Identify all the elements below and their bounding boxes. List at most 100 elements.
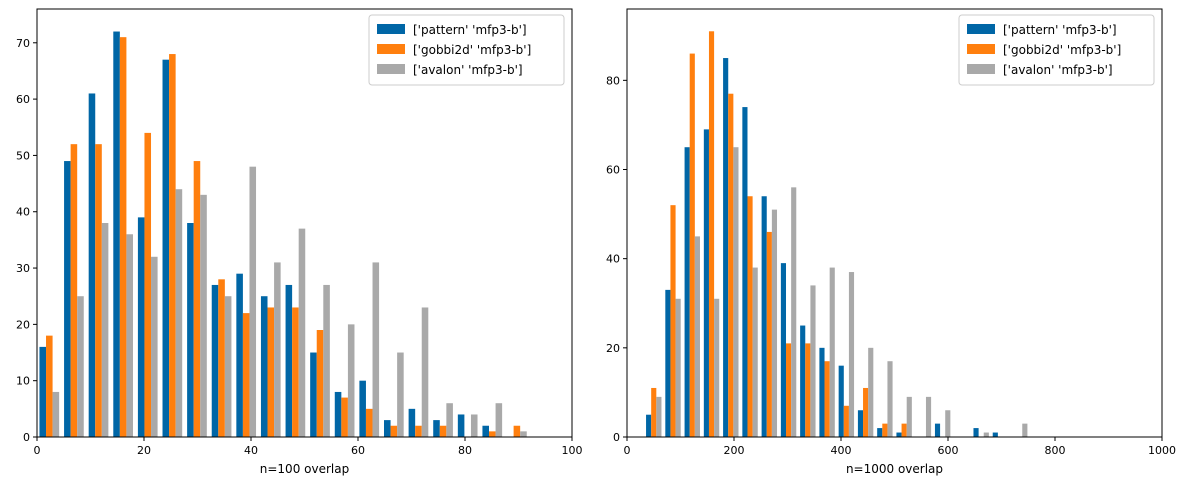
left-y-tick-label: 70 [16,37,30,50]
right-bar-series2-bin11 [868,347,874,437]
left-y-tick-label: 0 [23,431,30,444]
right-bar-series1-bin6 [766,231,772,437]
right-legend-label-1: ['gobbi2d' 'mfp3-b'] [1003,43,1121,57]
left-legend-swatch-0 [377,24,405,34]
right-bar-series1-bin7 [786,343,792,438]
left-bar-series0-bin11 [310,352,317,437]
left-x-axis-ticks: 0 20 40 60 80 100 [34,437,583,457]
left-legend-swatch-1 [377,44,405,54]
right-x-tick-label: 800 [1045,444,1066,457]
right-bar-series1-bin8 [805,343,811,438]
right-y-tick-label: 0 [613,431,620,444]
right-bar-series0-bin13 [896,432,902,437]
right-bar-series0-bin7 [780,263,787,438]
left-bar-series1-bin6 [193,161,201,438]
left-x-tick-label: 40 [244,444,258,457]
left-bar-series2-bin12 [347,324,355,437]
right-x-tick-label: 200 [724,444,745,457]
right-bar-series1-bin9 [824,361,830,437]
left-bar-series1-bin9 [267,307,275,437]
left-bar-series0-bin16 [433,420,440,437]
left-x-tick-label: 100 [562,444,583,457]
right-x-tick-label: 600 [938,444,959,457]
left-x-tick-label: 20 [137,444,151,457]
left-bar-series0-bin10 [285,284,293,437]
left-bar-series0-bin5 [162,59,170,438]
left-bar-series2-bin16 [446,403,453,437]
left-bar-series1-bin10 [292,307,299,437]
right-bar-series2-bin15 [945,410,951,437]
right-bar-series2-bin0 [656,396,662,438]
right-bar-series0-bin9 [819,347,825,437]
right-bar-series0-bin18 [992,432,998,437]
left-legend: ['pattern' 'mfp3-b'] ['gobbi2d' 'mfp3-b']… [368,14,565,86]
left-bar-series1-bin1 [70,144,78,437]
right-bar-series2-bin3 [714,298,720,437]
left-bar-series2-bin13 [372,262,380,437]
left-bar-series0-bin8 [236,273,243,437]
left-legend-swatch-2 [377,64,405,74]
right-bar-series0-bin4 [723,58,729,437]
right-bar-series1-bin1 [670,205,676,437]
right-bar-series1-bin13 [901,423,907,438]
left-y-tick-label: 40 [16,206,30,219]
left-bar-series1-bin12 [341,397,348,437]
left-y-axis-ticks: 0 10 20 30 40 50 60 70 [16,37,37,444]
right-x-axis-ticks: 0 200 400 600 800 1000 [624,437,1176,457]
left-legend-label-1: ['gobbi2d' 'mfp3-b'] [413,43,531,57]
right-bar-series0-bin8 [800,325,806,437]
right-bar-series1-bin11 [863,387,869,437]
right-bar-series0-bin11 [857,410,864,437]
right-bar-series0-bin3 [703,129,709,438]
left-x-tick-label: 60 [351,444,365,457]
right-legend-swatch-0 [967,24,995,34]
left-x-axis-label: n=100 overlap [260,462,349,476]
left-bar-series1-bin4 [144,132,152,437]
left-y-tick-label: 50 [16,149,30,162]
right-bar-series2-bin19 [1022,423,1028,438]
left-bar-series1-bin14 [390,425,398,437]
left-bar-series1-bin19 [513,425,521,437]
left-bar-series2-bin9 [274,262,281,437]
right-legend-swatch-2 [967,64,995,74]
right-bar-series0-bin6 [761,196,767,437]
left-bar-series2-bin2 [101,223,109,437]
left-x-tick-label: 80 [458,444,472,457]
left-bar-series2-bin6 [200,194,207,437]
right-bar-series2-bin8 [810,285,816,437]
left-bar-series0-bin7 [211,284,219,437]
left-bar-series1-bin13 [365,408,373,437]
right-bar-series2-bin12 [887,361,893,437]
left-bar-series0-bin1 [64,161,71,438]
left-bar-series1-bin3 [119,37,127,437]
right-bar-series2-bin4 [733,147,739,437]
left-bar-series1-bin5 [169,54,176,438]
right-bars [646,31,1028,438]
right-legend: ['pattern' 'mfp3-b'] ['gobbi2d' 'mfp3-b']… [958,14,1155,86]
right-y-tick-label: 60 [606,164,620,177]
left-bar-series2-bin18 [495,403,503,437]
right-bar-series2-bin10 [848,272,855,437]
left-bar-series2-bin0 [52,391,60,437]
left-bar-series1-bin7 [218,279,225,437]
left-y-tick-label: 10 [16,375,30,388]
left-bar-series0-bin14 [384,420,391,437]
right-bar-series0-bin1 [665,289,671,438]
right-y-tick-label: 80 [606,74,620,87]
right-bar-series1-bin10 [843,405,849,437]
right-bar-series2-bin6 [771,209,778,438]
left-bar-series0-bin18 [482,425,489,437]
right-bar-series0-bin10 [838,365,844,437]
right-x-tick-label: 400 [831,444,852,457]
left-bar-series0-bin15 [408,408,416,437]
right-bar-series1-bin5 [747,196,753,437]
right-histogram-chart: 0 20 40 60 80 0 200 400 600 800 1000 n=1000 overl… [606,8,1176,476]
left-bar-series1-bin15 [415,425,422,437]
right-bar-series2-bin2 [694,236,700,438]
left-bar-series0-bin9 [260,296,268,437]
right-bar-series2-bin1 [675,298,681,437]
right-x-axis-label: n=1000 overlap [846,462,943,476]
left-legend-label-0: ['pattern' 'mfp3-b'] [413,23,527,37]
left-bar-series1-bin0 [46,335,53,437]
